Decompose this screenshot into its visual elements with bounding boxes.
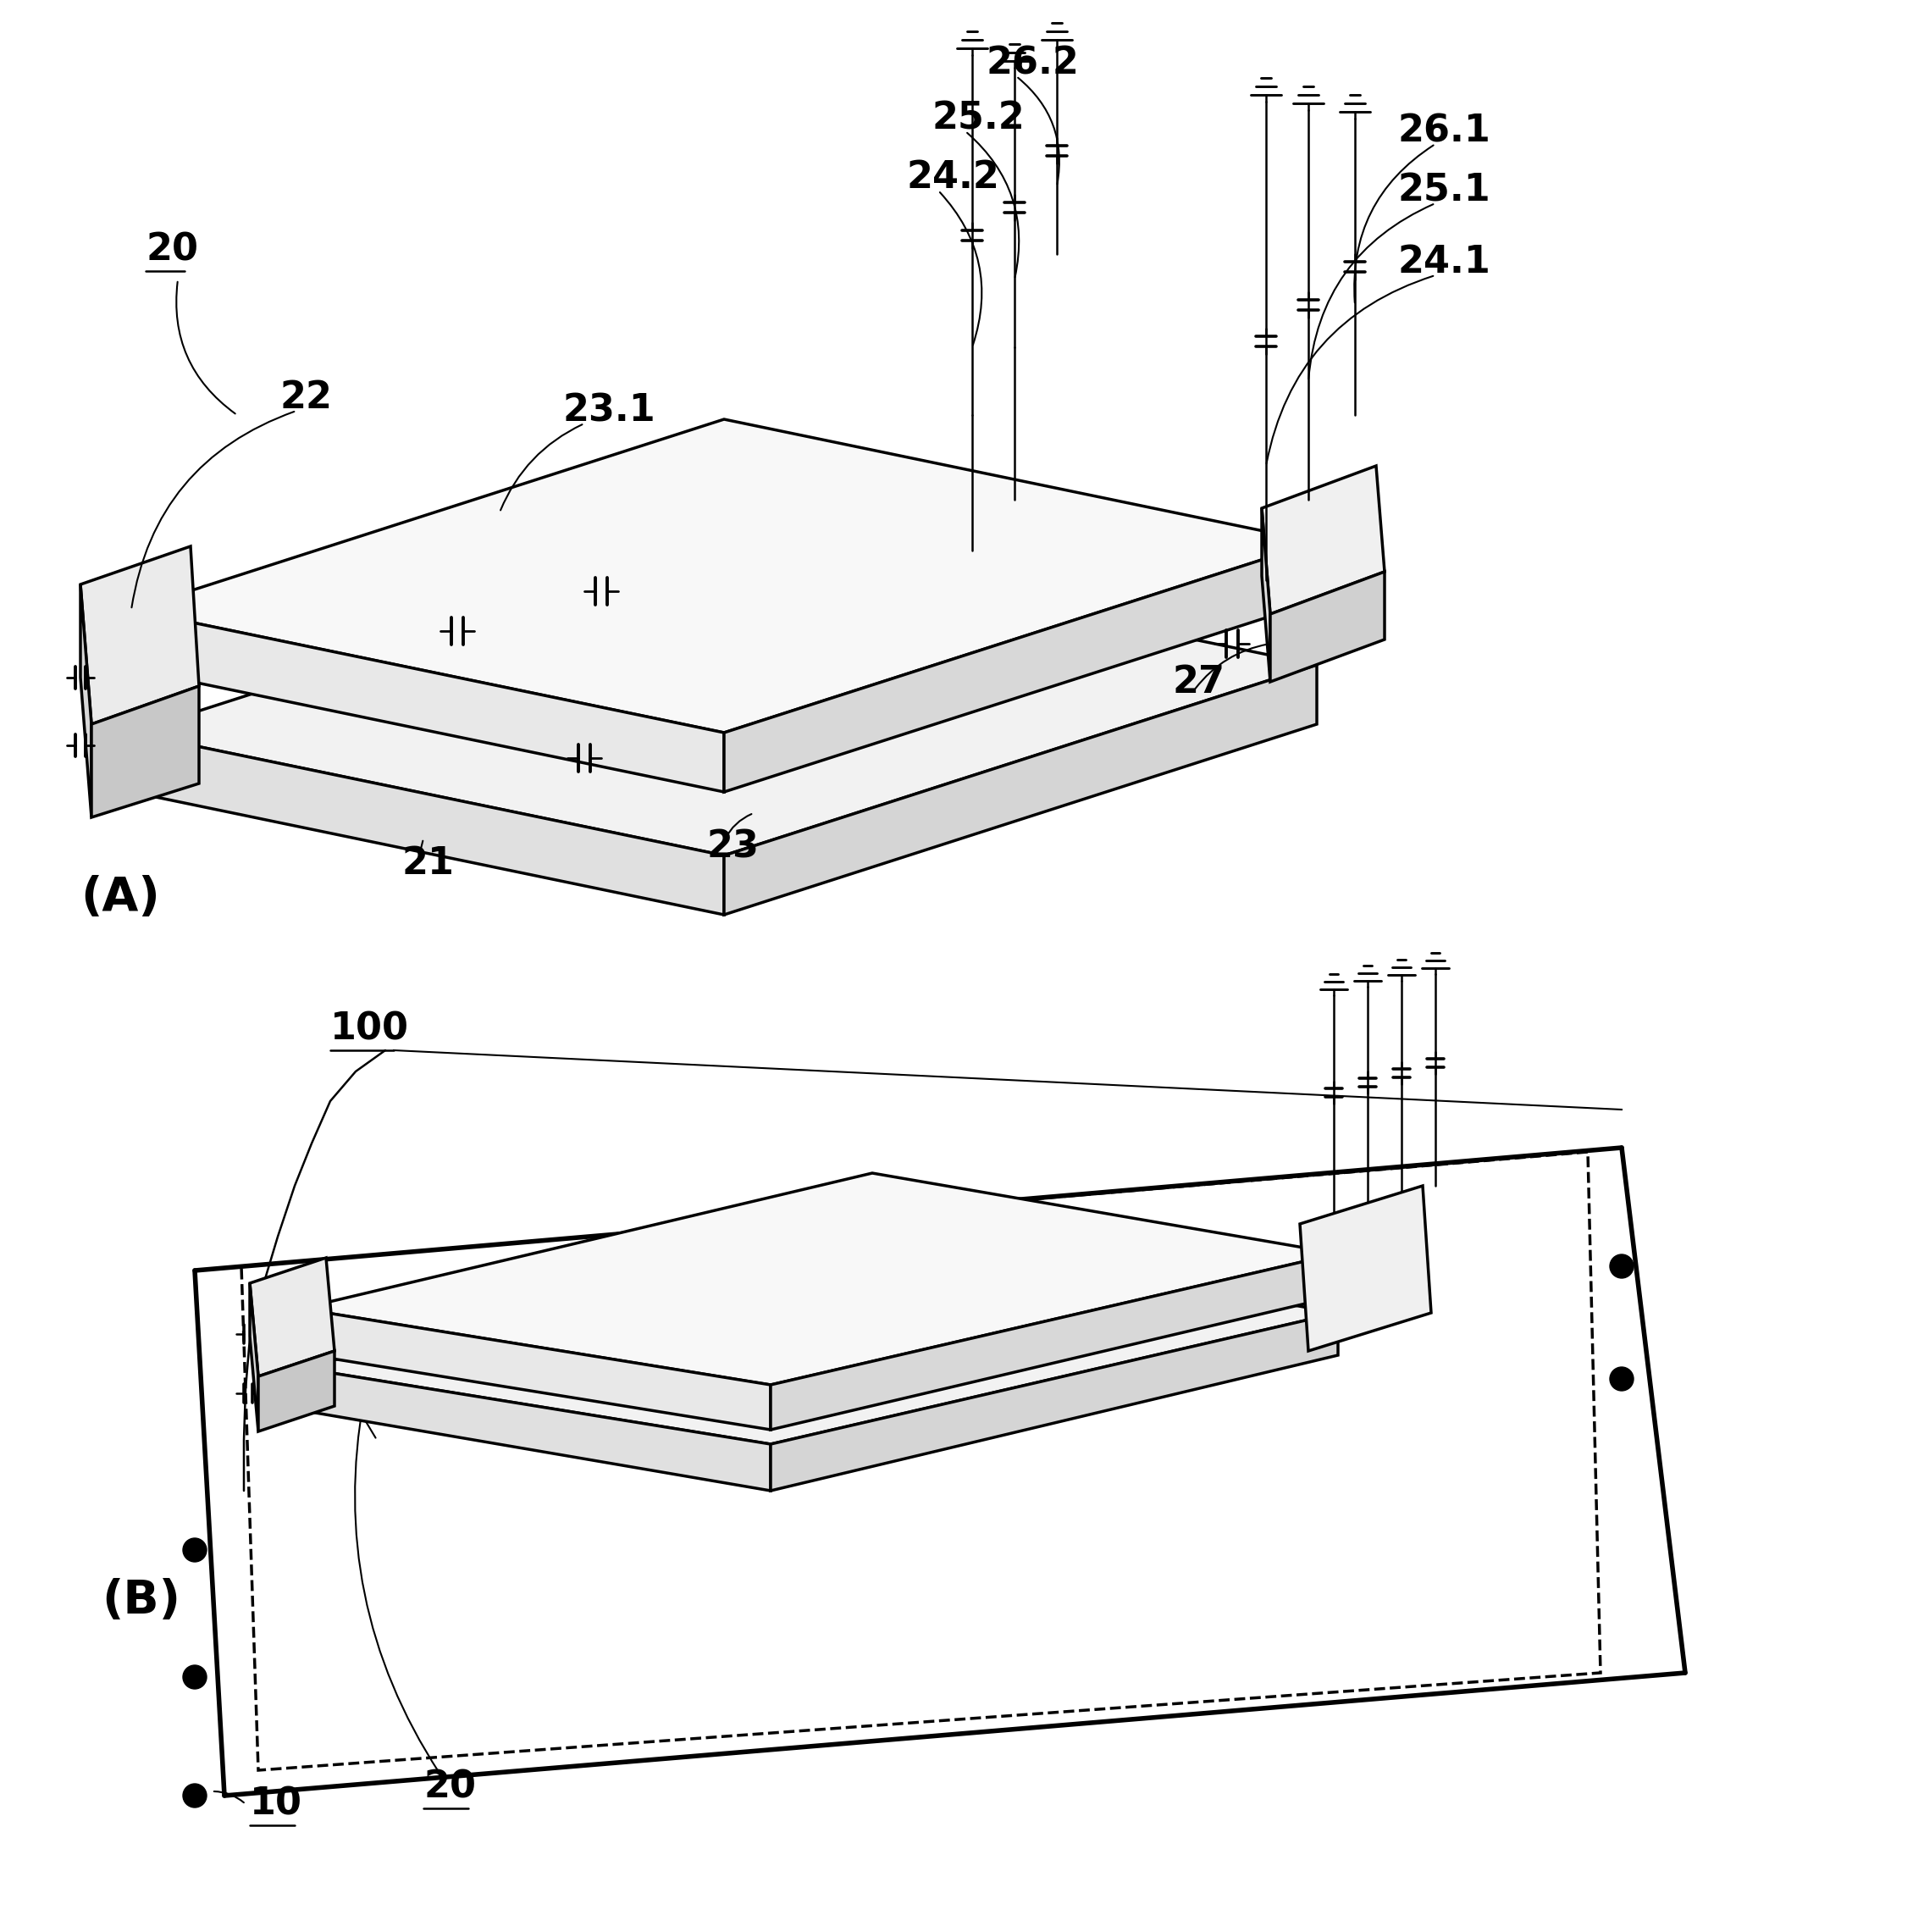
Polygon shape — [723, 543, 1316, 792]
Text: 24.2: 24.2 — [906, 160, 999, 195]
Circle shape — [1610, 1254, 1633, 1279]
Polygon shape — [772, 1314, 1337, 1492]
Polygon shape — [300, 1233, 1337, 1443]
Polygon shape — [1270, 572, 1385, 682]
Text: 20: 20 — [146, 232, 198, 269]
Circle shape — [183, 1538, 206, 1561]
Polygon shape — [1301, 1186, 1431, 1350]
Text: 10: 10 — [250, 1785, 302, 1822]
Text: 100: 100 — [331, 1010, 410, 1047]
Text: (B): (B) — [102, 1578, 181, 1623]
Circle shape — [1610, 1368, 1633, 1391]
Polygon shape — [131, 419, 1316, 732]
Polygon shape — [92, 686, 198, 817]
Text: 23: 23 — [708, 829, 760, 866]
Polygon shape — [1262, 508, 1270, 682]
Polygon shape — [723, 665, 1316, 914]
Polygon shape — [131, 732, 723, 914]
Polygon shape — [772, 1254, 1337, 1430]
Polygon shape — [300, 1308, 772, 1430]
Text: 25.2: 25.2 — [931, 100, 1024, 137]
Polygon shape — [81, 583, 92, 817]
Text: 26.1: 26.1 — [1397, 114, 1491, 149]
Text: 24.1: 24.1 — [1397, 243, 1491, 280]
Polygon shape — [300, 1173, 1337, 1385]
Polygon shape — [300, 1368, 772, 1492]
Text: 23.1: 23.1 — [564, 392, 656, 429]
Text: 22: 22 — [279, 381, 333, 415]
Polygon shape — [81, 547, 198, 724]
Polygon shape — [250, 1283, 258, 1432]
Polygon shape — [258, 1350, 335, 1432]
Polygon shape — [1262, 466, 1385, 614]
Circle shape — [183, 1665, 206, 1689]
Text: 21: 21 — [402, 846, 454, 883]
Polygon shape — [131, 611, 723, 792]
Text: 26.2: 26.2 — [987, 44, 1079, 81]
Polygon shape — [250, 1258, 335, 1376]
Circle shape — [183, 1783, 206, 1808]
Text: 25.1: 25.1 — [1397, 172, 1491, 209]
Text: (A): (A) — [81, 875, 160, 922]
Text: 20: 20 — [423, 1770, 475, 1804]
Text: 27: 27 — [1174, 663, 1226, 699]
Polygon shape — [131, 543, 1316, 856]
